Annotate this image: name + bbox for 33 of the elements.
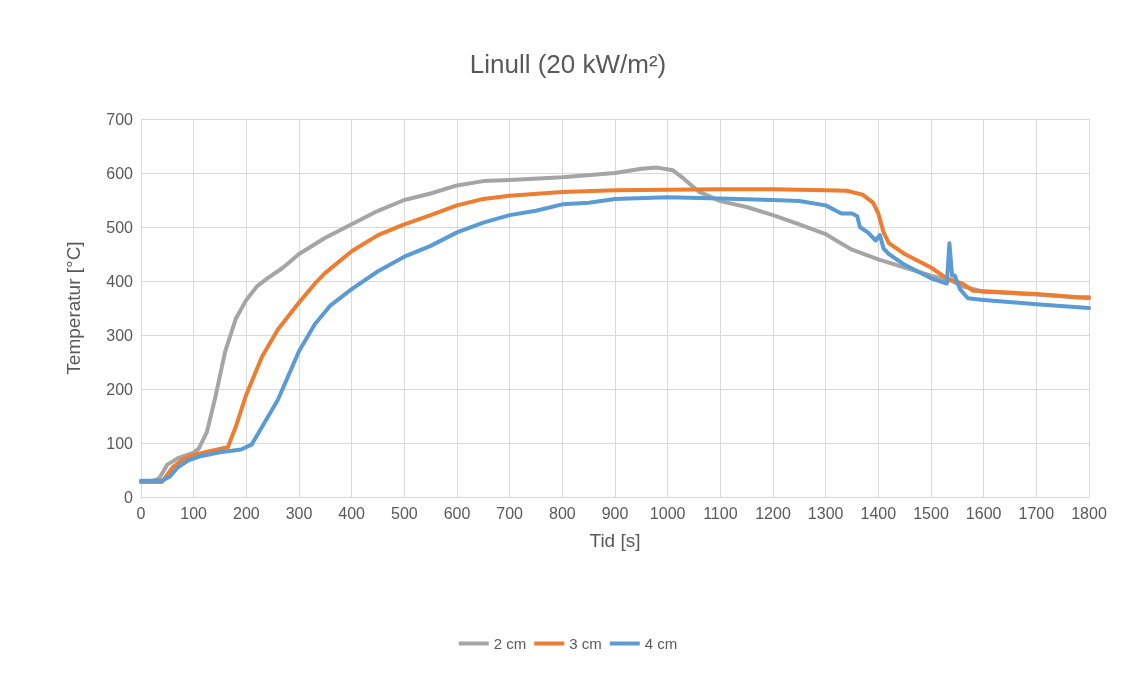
x-tick-label: 1300	[807, 504, 844, 522]
x-tick-label: 900	[601, 504, 629, 522]
x-tick-label: 1200	[755, 504, 791, 522]
x-tick-label: 1700	[1018, 504, 1055, 522]
y-tick-label: 500	[106, 218, 134, 236]
x-tick-label: 1500	[913, 504, 949, 522]
chart-title: Linull (20 kW/m²)	[469, 49, 667, 79]
y-axis-title: Temperatur [°C]	[63, 241, 84, 375]
x-tick-label: 500	[390, 504, 418, 522]
legend-label: 3 cm	[569, 635, 602, 652]
y-tick-label: 100	[106, 434, 134, 452]
y-tick-label: 200	[106, 380, 134, 398]
x-tick-label: 1800	[1071, 504, 1107, 522]
y-tick-label: 700	[106, 110, 134, 128]
x-tick-label: 600	[443, 504, 471, 522]
y-tick-label: 600	[106, 164, 134, 182]
x-tick-label: 1000	[649, 504, 686, 522]
y-tick-label: 400	[106, 272, 134, 290]
x-tick-label: 800	[548, 504, 576, 522]
x-tick-label: 1400	[860, 504, 897, 522]
x-tick-label: 400	[338, 504, 366, 522]
x-tick-label: 300	[285, 504, 313, 522]
y-tick-label: 300	[106, 326, 134, 344]
x-tick-label: 100	[180, 504, 208, 522]
x-tick-label: 1600	[965, 504, 1002, 522]
legend-label: 4 cm	[644, 635, 678, 652]
x-tick-label: 0	[136, 504, 146, 522]
x-tick-label: 200	[232, 504, 260, 522]
y-tick-label: 0	[124, 488, 134, 506]
x-tick-label: 1100	[703, 504, 738, 522]
x-axis-title: Tid [s]	[589, 530, 641, 551]
x-tick-label: 700	[496, 504, 524, 522]
legend-label: 2 cm	[493, 635, 527, 652]
